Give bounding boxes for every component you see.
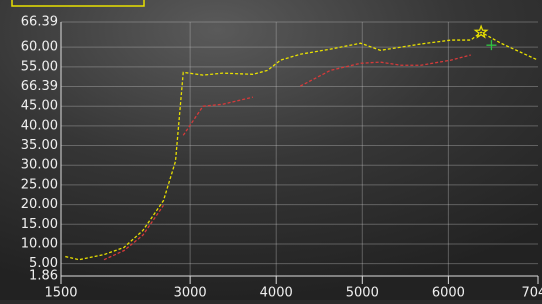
x-tick-label: 5000 xyxy=(346,286,379,301)
y-tick-label: 66.39 xyxy=(21,15,58,30)
y-tick-label: 15.00 xyxy=(21,217,58,232)
y-tick-label: 60.00 xyxy=(21,40,58,55)
y-tick-label: 25.00 xyxy=(21,177,58,192)
y-tick-label: 35.00 xyxy=(21,138,58,153)
y-tick-label: 55.00 xyxy=(21,59,58,74)
y-tick-label: 10.00 xyxy=(21,236,58,251)
x-tick-label: 4000 xyxy=(260,286,293,301)
chart: 1.865.0010.0015.0020.0025.0030.0035.0040… xyxy=(0,0,542,300)
y-tick-label: 40.00 xyxy=(21,118,58,133)
background xyxy=(0,0,542,300)
x-tick-label: 3000 xyxy=(174,286,207,301)
x-tick-label: 6000 xyxy=(432,286,465,301)
x-tick-label: 1500 xyxy=(44,286,77,301)
y-tick-label: 45.00 xyxy=(21,99,58,114)
y-tick-label: 20.00 xyxy=(21,197,58,212)
y-tick-label: 30.00 xyxy=(21,158,58,173)
y-tick-label: 5.00 xyxy=(29,256,58,271)
x-tick-label: 7041 xyxy=(521,286,542,301)
y-tick-label: 66.39 xyxy=(21,79,58,94)
